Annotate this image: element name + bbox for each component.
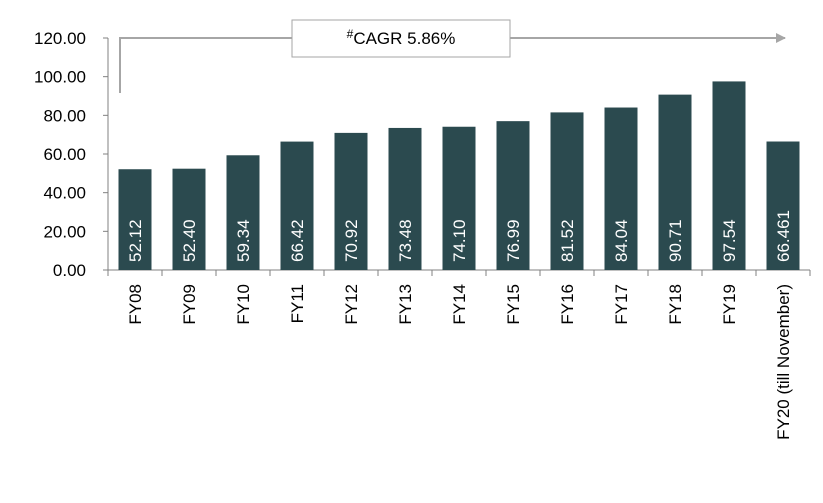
bar	[712, 81, 746, 270]
x-tick-label: FY16	[558, 284, 577, 325]
value-label: 76.99	[504, 219, 523, 262]
value-label: 52.40	[180, 219, 199, 262]
x-tick-label: FY12	[342, 284, 361, 325]
bar	[766, 141, 800, 270]
value-label: 90.71	[666, 219, 685, 262]
y-tick-label: 40.00	[43, 184, 86, 203]
x-tick-label: FY11	[288, 284, 307, 323]
value-label: 81.52	[558, 219, 577, 262]
y-tick-label: 0.00	[53, 261, 86, 280]
y-tick-label: 120.00	[34, 29, 86, 48]
x-tick-label: FY20 (till November)	[774, 284, 793, 440]
x-tick-label: FY08	[126, 284, 145, 325]
value-label: 66.461	[774, 210, 793, 262]
cagr-box	[291, 19, 511, 58]
bar	[442, 126, 476, 271]
bar	[658, 94, 692, 270]
bar	[496, 121, 530, 270]
y-tick-label: 80.00	[43, 106, 86, 125]
x-tick-label: FY18	[666, 284, 685, 325]
bar	[388, 127, 422, 271]
bar	[604, 107, 638, 270]
cagr-marker: #	[347, 27, 354, 41]
value-label: 74.10	[450, 219, 469, 262]
x-tick-label: FY13	[396, 284, 415, 325]
value-label: 52.12	[126, 219, 145, 262]
value-label: 59.34	[234, 219, 253, 262]
bar	[118, 169, 152, 270]
bar	[172, 168, 206, 270]
x-tick-label: FY19	[720, 284, 739, 325]
y-tick-label: 100.00	[34, 68, 86, 87]
y-tick-label: 20.00	[43, 222, 86, 241]
x-tick-label: FY15	[504, 284, 523, 325]
bar	[226, 155, 260, 270]
value-label: 66.42	[288, 219, 307, 262]
bar	[334, 132, 368, 270]
value-label: 70.92	[342, 219, 361, 262]
x-tick-label: FY10	[234, 284, 253, 325]
value-label: 84.04	[612, 219, 631, 262]
bar	[280, 141, 314, 270]
y-tick-label: 60.00	[43, 145, 86, 164]
x-tick-label: FY09	[180, 284, 199, 325]
bar	[550, 112, 584, 270]
x-tick-label: FY14	[450, 284, 469, 325]
value-label: 73.48	[396, 219, 415, 262]
cagr-label: #CAGR 5.86%	[347, 27, 456, 48]
value-label: 97.54	[720, 219, 739, 262]
cagr-arrow	[119, 33, 786, 93]
x-tick-label: FY17	[612, 284, 631, 325]
cagr-text: CAGR 5.86%	[353, 29, 455, 48]
